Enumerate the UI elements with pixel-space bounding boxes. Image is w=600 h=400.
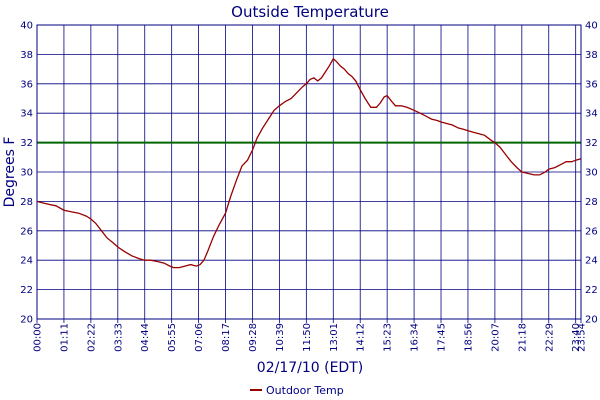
y-axis-left: 20 22 24 26 28 30 32 34 36 38 40 bbox=[20, 21, 33, 326]
y-tick-left-30: 30 bbox=[20, 168, 33, 179]
y-tick-right-34: 34 bbox=[585, 109, 598, 120]
grid-lines bbox=[36, 24, 582, 320]
x-tick-label-5: 05:55 bbox=[167, 323, 178, 352]
x-tick-label-4: 04:44 bbox=[140, 323, 151, 352]
x-tick-label-12: 14:12 bbox=[356, 323, 367, 352]
x-tick-label-1: 01:11 bbox=[59, 323, 70, 352]
y-tick-left-40: 40 bbox=[20, 21, 33, 32]
legend-label: Outdoor Temp bbox=[266, 384, 344, 397]
x-tick-label-2: 02:22 bbox=[86, 323, 97, 352]
y-tick-right-20: 20 bbox=[585, 315, 598, 326]
x-tick-label-6: 07:06 bbox=[194, 323, 205, 352]
x-tick-label-14: 16:34 bbox=[410, 323, 421, 352]
y-tick-left-28: 28 bbox=[20, 197, 33, 208]
x-axis: 00:00 01:11 02:22 03:33 04:44 05:55 07:06 08:17… bbox=[33, 319, 588, 352]
y-tick-left-26: 26 bbox=[20, 226, 33, 237]
x-tick-label-11: 13:01 bbox=[329, 323, 340, 352]
x-axis-label: 02/17/10 (EDT) bbox=[257, 360, 363, 376]
x-tick-label-9: 10:39 bbox=[275, 323, 286, 352]
y-tick-left-36: 36 bbox=[20, 79, 33, 90]
y-tick-right-32: 32 bbox=[585, 138, 598, 149]
x-tick-label-0: 00:00 bbox=[33, 323, 44, 352]
y-tick-left-24: 24 bbox=[20, 256, 33, 267]
y-tick-right-22: 22 bbox=[585, 285, 598, 296]
y-tick-left-34: 34 bbox=[20, 109, 33, 120]
y-axis-right: 20 22 24 26 28 30 32 34 36 38 40 bbox=[585, 21, 598, 326]
x-tick-label-15: 17:45 bbox=[437, 323, 448, 352]
x-tick-label-10: 11:50 bbox=[302, 323, 313, 352]
y-tick-left-22: 22 bbox=[20, 285, 33, 296]
legend: Outdoor Temp bbox=[250, 384, 344, 397]
y-tick-right-24: 24 bbox=[585, 256, 598, 267]
x-tick-label-17: 20:07 bbox=[490, 323, 501, 352]
x-tick-label-7: 08:17 bbox=[221, 323, 232, 352]
x-tick-label-13: 15:23 bbox=[383, 323, 394, 352]
x-tick-label-3: 03:33 bbox=[113, 323, 124, 352]
y-tick-left-38: 38 bbox=[20, 50, 33, 61]
y-axis-label: Degrees F bbox=[2, 137, 18, 208]
y-tick-right-40: 40 bbox=[585, 21, 598, 32]
y-tick-left-20: 20 bbox=[20, 315, 33, 326]
x-tick-label-8: 09:28 bbox=[248, 323, 259, 352]
x-tick-label-19: 22:29 bbox=[544, 323, 555, 352]
x-tick-label-21: 23:54 bbox=[577, 323, 588, 352]
x-tick-label-20: 23:40 bbox=[571, 323, 582, 352]
x-tick-label-16: 18:56 bbox=[463, 323, 474, 352]
y-tick-right-38: 38 bbox=[585, 50, 598, 61]
series-line-outdoor-temp bbox=[36, 57, 582, 269]
x-tick-label-18: 21:18 bbox=[517, 323, 528, 352]
y-tick-right-30: 30 bbox=[585, 168, 598, 179]
chart-title: Outside Temperature bbox=[231, 3, 389, 21]
y-tick-right-28: 28 bbox=[585, 197, 598, 208]
y-tick-right-36: 36 bbox=[585, 79, 598, 90]
y-tick-left-32: 32 bbox=[20, 138, 33, 149]
y-tick-right-26: 26 bbox=[585, 226, 598, 237]
plot-border bbox=[36, 24, 582, 320]
